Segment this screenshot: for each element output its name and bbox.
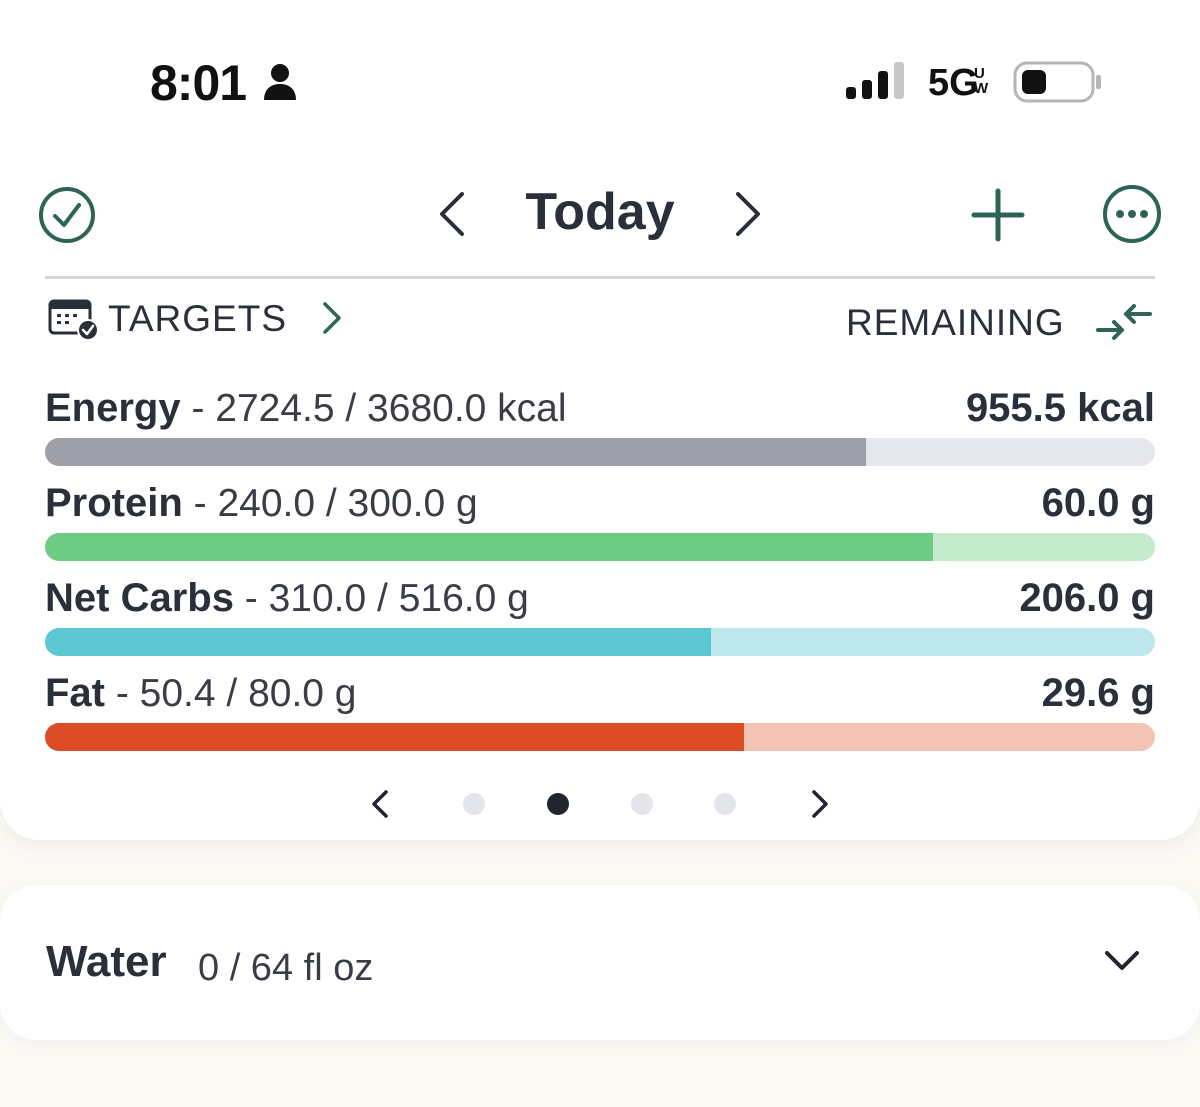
calendar-check-icon: [48, 299, 99, 341]
remaining-toggle[interactable]: REMAINING: [840, 300, 1160, 348]
person-icon: [264, 64, 296, 100]
macro-detail: - 50.4 / 80.0 g: [105, 672, 357, 715]
macro-row-net-carbs: Net Carbs - 310.0 / 516.0 g 206.0 g: [45, 576, 1155, 660]
macro-detail: - 310.0 / 516.0 g: [233, 577, 529, 620]
targets-link[interactable]: TARGETS: [48, 296, 358, 344]
progress-bar: [45, 628, 1155, 656]
water-amount: 0 / 64 fl oz: [198, 947, 374, 989]
cellular-signal-icon: [846, 62, 904, 99]
water-card[interactable]: Water 0 / 64 fl oz: [0, 885, 1200, 1040]
macro-detail: - 240.0 / 300.0 g: [182, 482, 478, 525]
chevron-right-icon: [323, 302, 341, 334]
page-title: Today: [525, 183, 675, 241]
macro-name: Energy: [45, 386, 181, 430]
macro-remaining: 206.0 g: [1019, 576, 1155, 620]
macro-row-protein: Protein - 240.0 / 300.0 g 60.0 g: [45, 481, 1155, 565]
battery-icon: [1013, 61, 1101, 103]
pager-dot[interactable]: [631, 793, 653, 815]
macro-name: Net Carbs: [45, 576, 234, 620]
progress-fill: [45, 723, 745, 751]
progress-fill: [45, 533, 933, 561]
network-type: 5G: [928, 62, 979, 104]
chevron-left-icon[interactable]: [432, 190, 472, 238]
summary-card: 8:01 5G UW Today: [0, 0, 1200, 840]
more-icon[interactable]: [1102, 184, 1162, 244]
pager-dot[interactable]: [547, 793, 569, 815]
macro-detail: - 2724.5 / 3680.0 kcal: [180, 387, 567, 430]
check-circle-icon[interactable]: [38, 186, 96, 244]
status-time: 8:01: [150, 55, 247, 111]
pager-prev-icon[interactable]: [368, 788, 392, 820]
swap-arrows-icon: [1096, 304, 1152, 340]
progress-bar: [45, 438, 1155, 466]
targets-label: TARGETS: [108, 298, 287, 339]
macro-row-fat: Fat - 50.4 / 80.0 g 29.6 g: [45, 671, 1155, 755]
macro-remaining: 955.5 kcal: [965, 386, 1155, 430]
pager-dot[interactable]: [714, 793, 736, 815]
remaining-label: REMAINING: [846, 302, 1065, 343]
macro-remaining: 60.0 g: [1041, 481, 1155, 525]
progress-bar: [45, 533, 1155, 561]
macro-name: Fat: [45, 671, 105, 715]
chevron-down-icon[interactable]: [1102, 945, 1142, 975]
progress-fill: [45, 628, 711, 656]
progress-fill: [45, 438, 867, 466]
progress-bar: [45, 723, 1155, 751]
network-badge: UW: [974, 65, 989, 97]
macro-remaining: 29.6 g: [1041, 671, 1155, 715]
pager-dot[interactable]: [463, 793, 485, 815]
chevron-right-icon[interactable]: [728, 190, 768, 238]
macro-name: Protein: [45, 481, 183, 525]
water-title: Water: [46, 937, 167, 986]
header-divider: [45, 276, 1155, 279]
macro-row-energy: Energy - 2724.5 / 3680.0 kcal 955.5 kcal: [45, 386, 1155, 470]
plus-icon[interactable]: [968, 186, 1028, 244]
pager-next-icon[interactable]: [808, 788, 832, 820]
